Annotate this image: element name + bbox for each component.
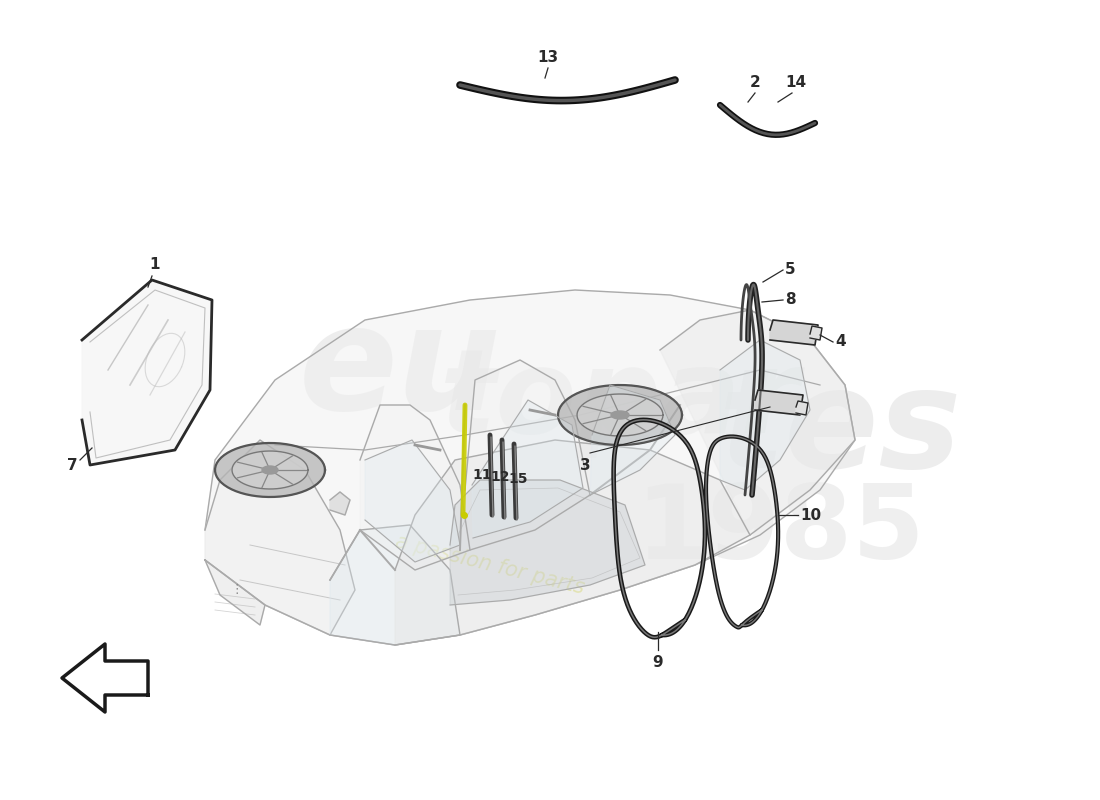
Polygon shape xyxy=(216,443,324,497)
Text: topar: topar xyxy=(440,342,800,458)
Text: 14: 14 xyxy=(785,75,806,90)
Polygon shape xyxy=(465,360,590,550)
Text: a passion for parts: a passion for parts xyxy=(393,532,586,598)
Text: 1: 1 xyxy=(150,257,161,272)
Polygon shape xyxy=(62,644,149,712)
Polygon shape xyxy=(205,440,355,635)
Polygon shape xyxy=(262,466,278,474)
Polygon shape xyxy=(330,525,460,645)
Polygon shape xyxy=(660,310,855,535)
Text: 7: 7 xyxy=(67,458,77,473)
Text: 13: 13 xyxy=(538,50,559,65)
Polygon shape xyxy=(770,320,818,345)
Polygon shape xyxy=(82,280,212,465)
Text: eu: eu xyxy=(298,299,502,441)
Polygon shape xyxy=(232,451,308,489)
Text: 4: 4 xyxy=(835,334,846,350)
Text: 11: 11 xyxy=(472,468,492,482)
Polygon shape xyxy=(558,385,682,445)
Polygon shape xyxy=(578,394,663,436)
Polygon shape xyxy=(720,340,810,490)
Polygon shape xyxy=(472,400,583,538)
Text: ⋮: ⋮ xyxy=(231,583,243,597)
Polygon shape xyxy=(330,492,350,515)
Polygon shape xyxy=(395,440,750,645)
Polygon shape xyxy=(205,290,855,645)
Polygon shape xyxy=(205,560,265,625)
Text: 8: 8 xyxy=(785,293,795,307)
Text: 2: 2 xyxy=(749,75,760,90)
Polygon shape xyxy=(796,401,808,415)
Polygon shape xyxy=(365,440,460,562)
Text: 1985: 1985 xyxy=(635,479,925,581)
Text: 3: 3 xyxy=(580,458,591,473)
Text: 5: 5 xyxy=(785,262,795,278)
Polygon shape xyxy=(450,480,645,605)
Polygon shape xyxy=(360,405,470,570)
Text: 15: 15 xyxy=(508,472,528,486)
Polygon shape xyxy=(610,411,629,419)
Text: 12: 12 xyxy=(491,470,509,484)
Polygon shape xyxy=(590,385,675,495)
Text: 10: 10 xyxy=(800,507,821,522)
Text: tes: tes xyxy=(718,362,961,498)
Polygon shape xyxy=(810,326,822,340)
Polygon shape xyxy=(755,390,803,415)
Text: 9: 9 xyxy=(652,655,663,670)
